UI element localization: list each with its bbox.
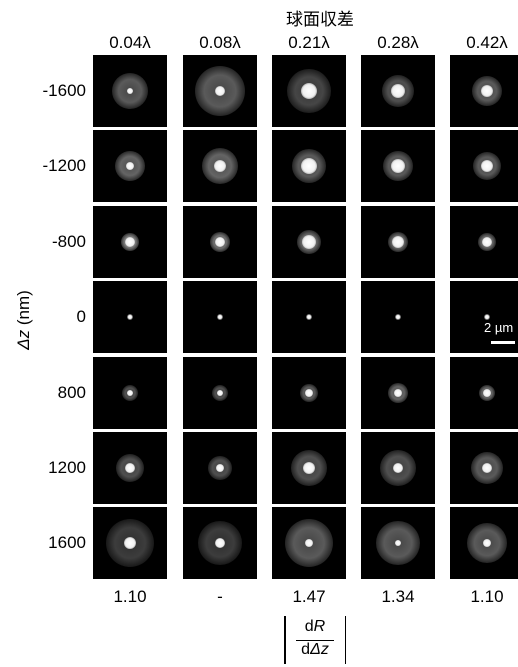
psf-core <box>215 538 225 548</box>
psf-core <box>305 539 313 547</box>
psf-core <box>302 235 316 249</box>
psf-image-tile <box>361 507 435 579</box>
psf-core <box>301 158 317 174</box>
psf-core <box>127 88 133 94</box>
psf-core <box>125 463 135 473</box>
psf-core <box>307 315 311 319</box>
psf-core <box>481 160 493 172</box>
psf-image-tile <box>272 432 346 504</box>
bottom-value: 1.10 <box>470 587 504 606</box>
abs-bar-left <box>284 616 286 664</box>
psf-core <box>485 315 489 319</box>
psf-image-tile <box>93 357 167 429</box>
psf-image-tile <box>183 281 257 353</box>
psf-image-tile <box>361 130 435 202</box>
psf-image-tile <box>183 55 257 127</box>
bottom-value: - <box>217 587 223 606</box>
psf-image-tile <box>272 130 346 202</box>
psf-core <box>481 85 493 97</box>
psf-core <box>391 84 405 98</box>
psf-image-tile <box>272 507 346 579</box>
psf-image-tile <box>450 55 518 127</box>
row-label: 800 <box>57 383 86 402</box>
bottom-value: 1.10 <box>113 587 147 606</box>
psf-core <box>217 390 223 396</box>
psf-core <box>396 315 400 319</box>
row-label: -1200 <box>42 156 86 175</box>
psf-core <box>483 389 491 397</box>
psf-core <box>393 463 403 473</box>
figure-title: 球面収差 <box>286 10 354 30</box>
row-label: -800 <box>51 232 86 251</box>
psf-core <box>126 162 134 170</box>
psf-image-tile <box>450 130 518 202</box>
column-header: 0.42λ <box>466 33 508 52</box>
column-header: 0.08λ <box>199 33 241 52</box>
psf-image-tile <box>450 507 518 579</box>
psf-image-tile <box>450 206 518 278</box>
dR-dDz-formula: dR dΔz <box>284 616 346 664</box>
psf-core <box>301 83 317 99</box>
psf-image-tile <box>93 55 167 127</box>
column-header: 0.04λ <box>109 33 151 52</box>
psf-core <box>394 389 402 397</box>
psf-core <box>305 389 313 397</box>
psf-core <box>215 237 225 247</box>
psf-image-tile <box>272 55 346 127</box>
row-label: 1600 <box>48 533 86 552</box>
psf-image-tile <box>93 281 167 353</box>
psf-core <box>128 315 132 319</box>
psf-core <box>391 159 405 173</box>
psf-core <box>127 390 133 396</box>
psf-core <box>482 463 492 473</box>
psf-core <box>125 237 135 247</box>
formula-numerator: dR <box>304 618 326 635</box>
psf-image-tile <box>183 432 257 504</box>
psf-image-tile <box>183 357 257 429</box>
psf-image-tile <box>361 55 435 127</box>
psf-image-tile <box>450 432 518 504</box>
psf-image-tile <box>93 206 167 278</box>
psf-core <box>218 315 222 319</box>
psf-image-tile <box>93 432 167 504</box>
psf-image-tile <box>183 507 257 579</box>
psf-core <box>392 236 404 248</box>
psf-image-tile <box>183 206 257 278</box>
psf-image-tile <box>450 357 518 429</box>
psf-core <box>216 464 224 472</box>
row-label: 0 <box>76 307 86 326</box>
bottom-value: 1.47 <box>292 587 326 606</box>
psf-image-tile <box>272 206 346 278</box>
bottom-value: 1.34 <box>381 587 415 606</box>
y-axis-label: Δz (nm) <box>14 290 33 350</box>
psf-core <box>215 86 225 96</box>
psf-image-tile <box>361 281 435 353</box>
scale-bar <box>491 341 515 344</box>
scale-bar-label: 2 µm <box>484 320 514 335</box>
psf-image-tile <box>361 206 435 278</box>
psf-core <box>482 237 492 247</box>
psf-core <box>303 462 315 474</box>
psf-core <box>395 540 401 546</box>
psf-image-tile <box>93 130 167 202</box>
abs-bar-right <box>344 616 346 664</box>
formula-denominator: dΔz <box>301 641 329 658</box>
psf-image-tile <box>183 130 257 202</box>
fraction-line <box>296 640 334 642</box>
column-header: 0.21λ <box>288 33 330 52</box>
psf-core <box>214 160 226 172</box>
psf-image-tile <box>361 432 435 504</box>
psf-image-tile <box>272 281 346 353</box>
psf-image-tile <box>361 357 435 429</box>
psf-core <box>124 537 136 549</box>
column-header: 0.28λ <box>377 33 419 52</box>
row-label: 1200 <box>48 458 86 477</box>
psf-core <box>483 539 491 547</box>
psf-image-tile <box>272 357 346 429</box>
row-label: -1600 <box>42 81 86 100</box>
psf-image-tile <box>93 507 167 579</box>
